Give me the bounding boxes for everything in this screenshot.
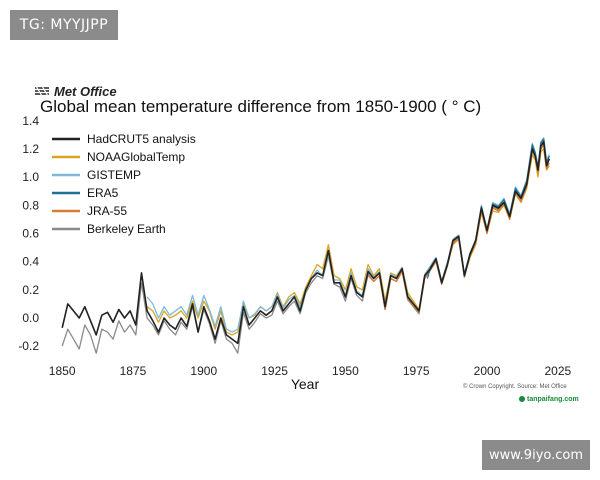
series-line-jra-55: [367, 144, 550, 313]
x-tick-label: 2000: [474, 364, 501, 378]
y-tick-label: 0.8: [22, 198, 39, 212]
legend-label: ERA5: [87, 186, 119, 200]
series-line-noaaglobaltemp: [146, 148, 550, 336]
site-credit-text: tanpaifang.com: [527, 396, 579, 403]
met-office-brand: Met Office: [34, 82, 117, 100]
y-tick-label: 1.0: [22, 170, 39, 184]
copyright-credit: © Crown Copyright. Source: Met Office: [463, 384, 567, 390]
legend-label: Berkeley Earth: [87, 222, 166, 236]
y-tick-label: 0.4: [22, 255, 39, 269]
chart-legend: HadCRUT5 analysis NOAAGlobalTemp GISTEMP ER…: [52, 132, 196, 236]
y-tick-label: -0.2: [18, 339, 39, 353]
x-tick-label: 1950: [332, 364, 359, 378]
y-tick-label: 0.6: [22, 226, 39, 240]
y-tick-label: 0.0: [22, 311, 39, 325]
x-axis-label: Year: [291, 376, 320, 392]
met-office-logo-icon: [34, 85, 50, 97]
x-tick-label: 1975: [403, 364, 430, 378]
chart-title: Global mean temperature difference from …: [40, 97, 482, 116]
brand-name: Met Office: [54, 83, 117, 99]
legend-label: HadCRUT5 analysis: [87, 132, 196, 146]
x-tick-label: 2025: [544, 364, 571, 378]
chart-series: [61, 137, 551, 354]
y-tick-label: 1.2: [22, 142, 39, 156]
site-logo-icon: [519, 396, 525, 403]
watermark-top: TG: MYYJJPP: [10, 10, 118, 40]
x-tick-label: 1850: [49, 364, 76, 378]
x-tick-label: 1875: [120, 364, 147, 378]
x-tick-label: 1900: [190, 364, 217, 378]
chart-axes: -0.2 0.0 0.2 0.4 0.6 0.8 1.0 1.2 1.4 1850 1875 1900…: [18, 114, 571, 378]
y-tick-label: 0.2: [22, 283, 39, 297]
legend-label: JRA-55: [87, 204, 127, 218]
series-line-gistemp: [146, 137, 550, 333]
x-tick-label: 1925: [261, 364, 288, 378]
legend-label: NOAAGlobalTemp: [87, 150, 185, 164]
y-tick-label: 1.4: [22, 114, 39, 128]
watermark-bottom: www.9iyo.com: [482, 440, 590, 470]
legend-label: GISTEMP: [87, 168, 141, 182]
site-credit: tanpaifang.com: [519, 396, 579, 403]
series-line-hadcrut5-analysis: [61, 141, 551, 345]
